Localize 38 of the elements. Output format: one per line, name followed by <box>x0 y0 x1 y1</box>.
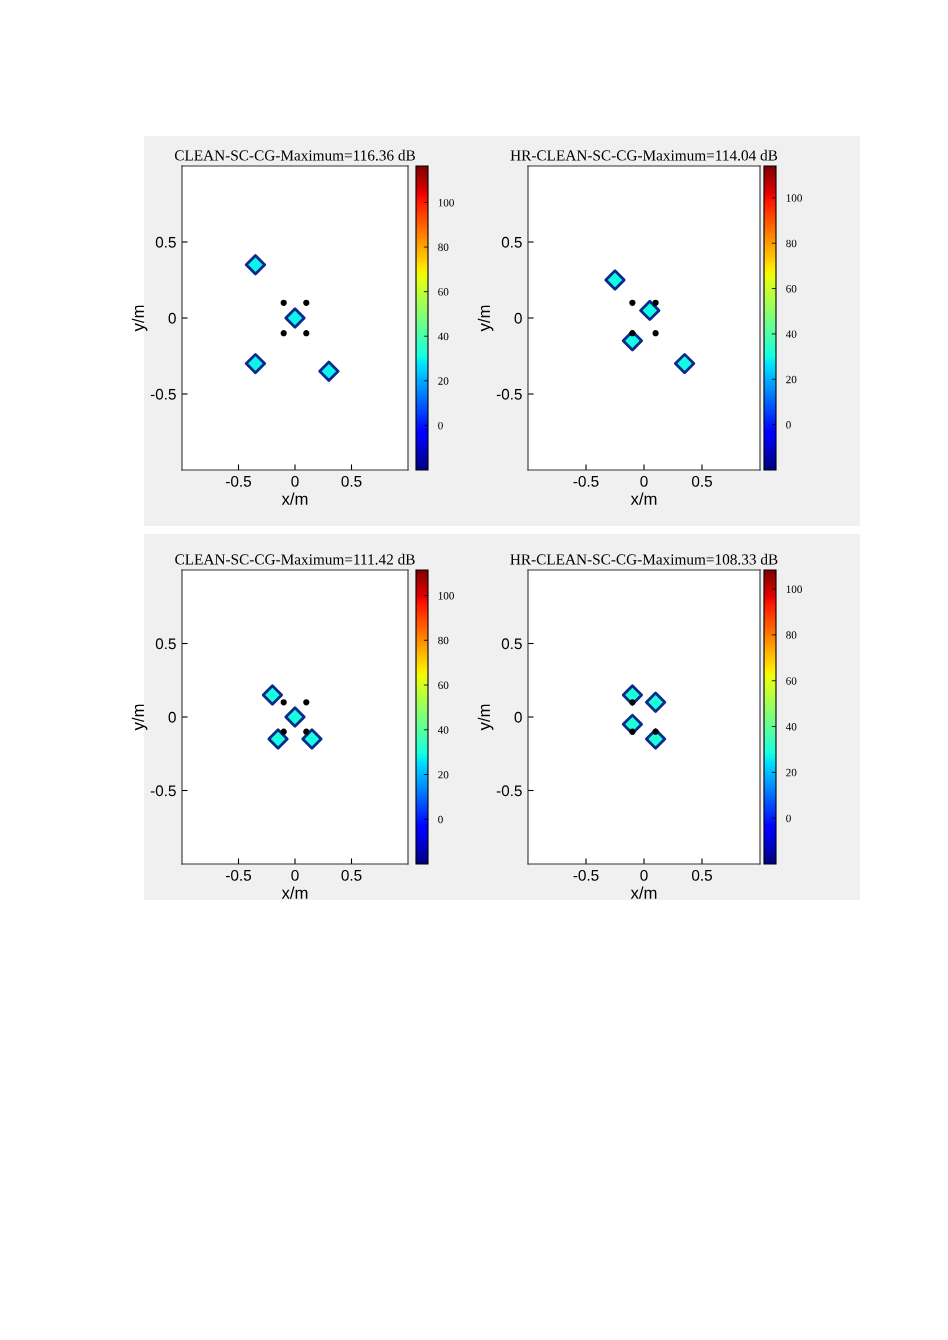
point <box>244 353 267 375</box>
point <box>652 330 659 337</box>
point <box>301 728 323 750</box>
point <box>629 699 636 706</box>
point <box>639 299 661 321</box>
point <box>280 330 287 337</box>
point <box>244 254 267 276</box>
x-axis-title: x/m <box>630 492 657 505</box>
point <box>652 728 659 735</box>
x-axis-title: x/m <box>281 492 308 505</box>
point <box>645 728 667 750</box>
x-axis-title: x/m <box>630 886 657 899</box>
point <box>318 360 340 382</box>
y-axis-title: y/m <box>477 704 494 731</box>
point <box>284 307 306 329</box>
x-axis-title: x/m <box>281 886 308 899</box>
point <box>303 699 310 706</box>
point <box>303 728 310 735</box>
point <box>284 706 306 728</box>
point <box>652 299 659 306</box>
y-axis-title: y/m <box>477 305 494 332</box>
point <box>645 691 667 713</box>
point <box>674 353 696 375</box>
point <box>629 728 636 735</box>
point <box>303 330 310 337</box>
point <box>303 299 310 306</box>
point <box>280 728 287 735</box>
y-axis-title: y/m <box>131 305 148 332</box>
point <box>621 330 643 352</box>
point <box>280 299 287 306</box>
point <box>604 269 626 291</box>
y-axis-title: y/m <box>131 704 148 731</box>
point <box>621 684 643 706</box>
point <box>629 299 636 306</box>
point <box>629 330 636 337</box>
point <box>267 728 289 750</box>
point <box>261 684 283 706</box>
point <box>280 699 287 706</box>
